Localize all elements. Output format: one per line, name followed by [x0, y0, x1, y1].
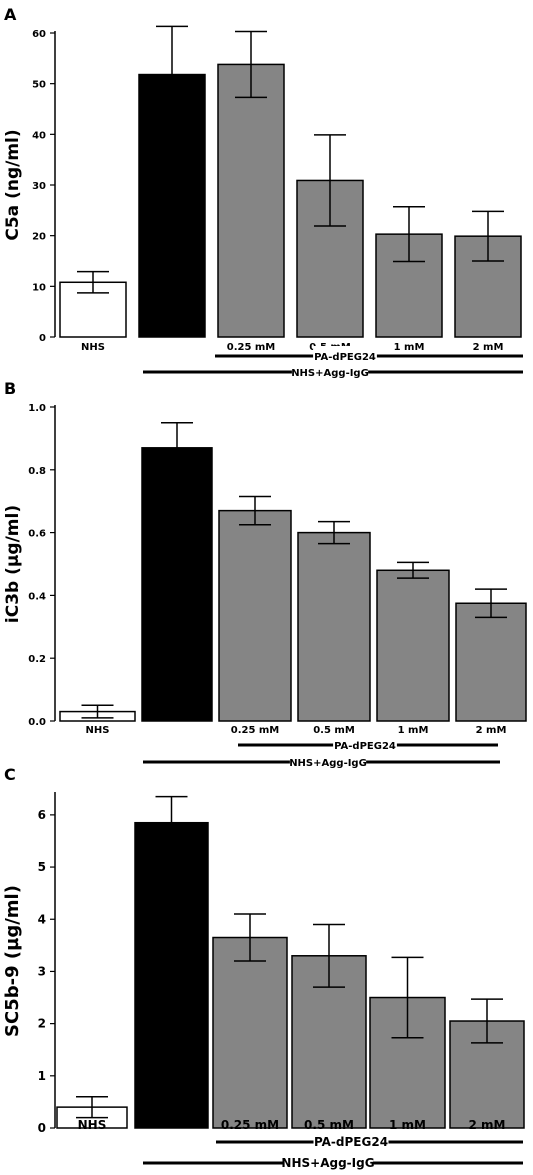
category-label: 0.5 mM [313, 725, 355, 736]
y-tick-label: 2 [38, 1017, 46, 1031]
bar [218, 509, 292, 722]
category-label: 2 mM [469, 1118, 506, 1132]
y-tick-label: 0.8 [28, 466, 46, 477]
error-bar [472, 210, 504, 262]
category-label: 0.25 mM [221, 1118, 279, 1132]
bar [212, 936, 288, 1129]
category-label: 2 mM [473, 342, 504, 353]
y-tick-label: 20 [32, 232, 46, 243]
error-bar [156, 25, 188, 124]
y-tick-label: 0 [38, 1121, 46, 1135]
y-tick-label: 1.0 [28, 403, 46, 414]
category-label: NHS [78, 1118, 107, 1132]
y-tick-label: 0.6 [28, 529, 46, 540]
error-bar [393, 206, 425, 263]
panel-label: C [4, 765, 16, 784]
error-bar [391, 956, 424, 1039]
y-tick-label: 3 [38, 964, 46, 978]
error-bar [81, 704, 114, 719]
error-bar [234, 913, 266, 962]
panel-c: C 0 1 2 3 4 5 6 SC5b-9 (µg/ml) NHS 0.25 mM 0.5 mM 1 … [2, 765, 525, 1170]
group-inner: PA-dPEG24 [216, 1130, 523, 1149]
bar [141, 447, 213, 722]
y-axis-label: SC5b-9 (µg/ml) [2, 885, 23, 1037]
y-tick-label: 30 [32, 181, 46, 192]
y-tick-label: 0.2 [28, 654, 46, 665]
category-label: NHS [81, 342, 105, 353]
error-bar [161, 421, 193, 474]
bar [134, 821, 209, 1129]
error-bar [239, 495, 271, 526]
error-bar [313, 923, 345, 988]
y-tick-label: 1 [38, 1069, 46, 1083]
y-tick-label: 0.4 [28, 591, 46, 602]
bar [297, 531, 371, 722]
y-tick-label: 0 [39, 333, 46, 344]
panel-label: A [4, 5, 17, 24]
category-label: 1 mM [394, 342, 425, 353]
y-tick-label: 50 [32, 80, 46, 91]
group-label-outer: NHS+Agg-IgG [281, 1156, 374, 1170]
bar [455, 602, 527, 722]
y-axis-label: iC3b (µg/ml) [3, 505, 23, 623]
group-inner: PA-dPEG24 [238, 735, 498, 752]
category-label: 1 mM [389, 1118, 426, 1132]
error-bar [318, 520, 350, 545]
y-axis-label: C5a (ng/ml) [3, 129, 23, 240]
category-label: 0.25 mM [231, 725, 280, 736]
y-tick-label: 40 [32, 130, 46, 141]
bar [376, 569, 450, 722]
y-tick-label: 4 [38, 912, 46, 926]
group-outer: NHS+Agg-IgG [143, 752, 500, 769]
error-bar [475, 588, 507, 619]
error-bar [155, 795, 188, 850]
error-bar [397, 561, 429, 579]
category-label: 0.5 mM [304, 1118, 354, 1132]
error-bar [314, 134, 346, 227]
group-label-inner: PA-dPEG24 [314, 352, 376, 363]
y-tick-label: 5 [38, 860, 46, 874]
panel-label: B [4, 379, 16, 398]
category-label: 1 mM [398, 725, 429, 736]
group-outer: NHS+Agg-IgG [143, 1151, 523, 1170]
error-bar [235, 30, 267, 99]
group-outer: NHS+Agg-IgG [143, 362, 523, 379]
panel-b: B 0.0 0.2 0.4 0.6 0.8 1.0 iC3b (µg/ml) NHS 0.25 m… [3, 379, 527, 769]
y-tick-label: 60 [32, 29, 46, 40]
group-label-inner: PA-dPEG24 [314, 1135, 388, 1149]
error-bar [77, 270, 109, 294]
group-inner: PA-dPEG24 [215, 346, 523, 363]
error-bar [471, 998, 503, 1044]
y-tick-label: 0.0 [28, 717, 46, 728]
group-label-outer: NHS+Agg-IgG [291, 368, 369, 379]
category-label: 2 mM [476, 725, 507, 736]
category-label: 0.25 mM [227, 342, 276, 353]
group-label-inner: PA-dPEG24 [334, 741, 396, 752]
y-tick-label: 6 [38, 808, 46, 822]
error-bar [76, 1095, 108, 1119]
bar [217, 63, 285, 338]
category-label: NHS [86, 725, 110, 736]
y-tick-label: 10 [32, 282, 46, 293]
group-label-outer: NHS+Agg-IgG [289, 758, 367, 769]
